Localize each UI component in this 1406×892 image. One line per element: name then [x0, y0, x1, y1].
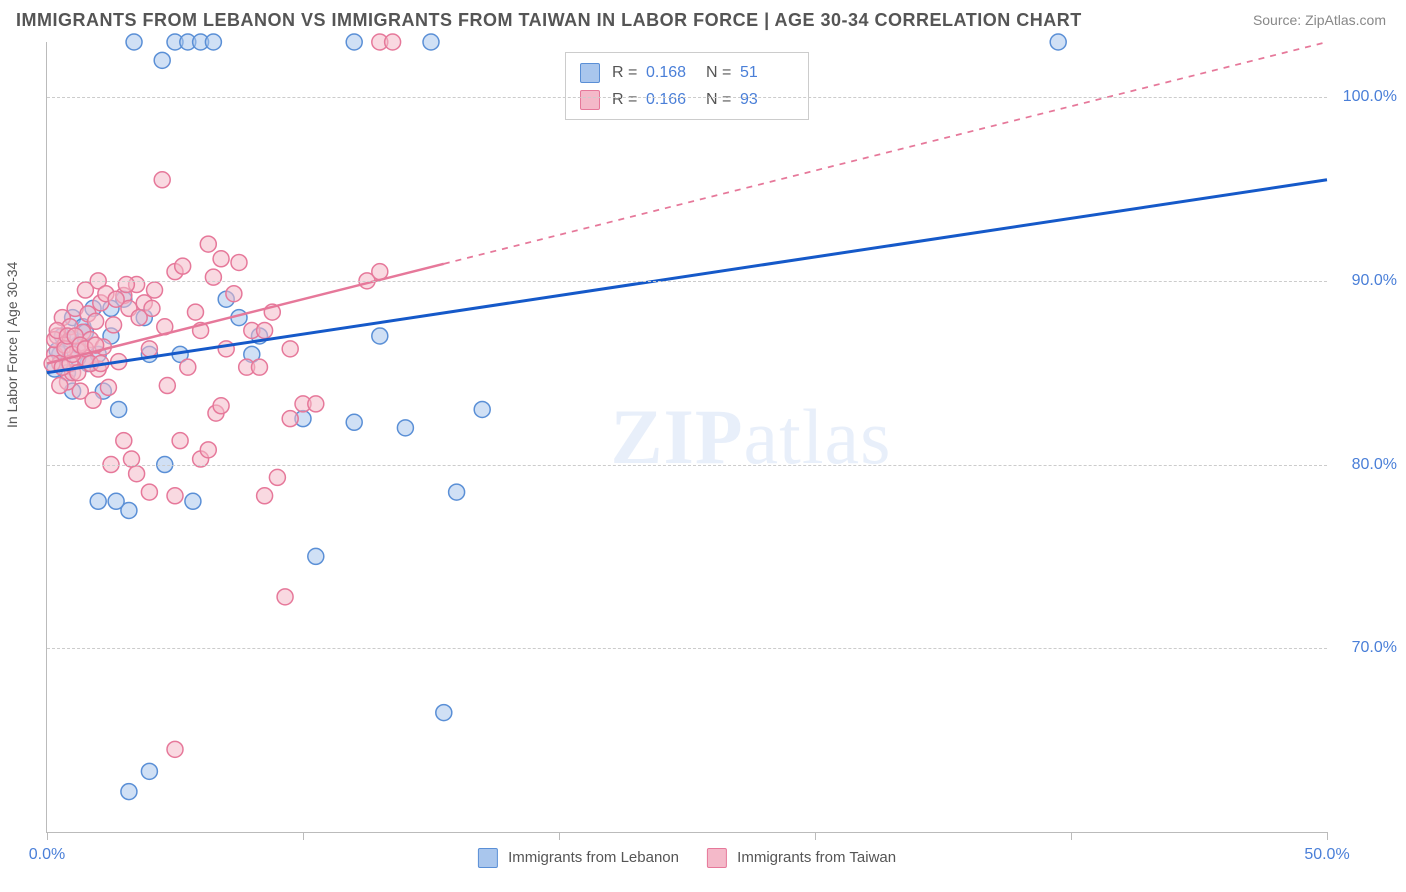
legend-item-taiwan: Immigrants from Taiwan: [707, 848, 896, 868]
n-value-taiwan: 93: [740, 86, 794, 113]
stats-box: R = 0.168 N = 51 R = 0.166 N = 93: [565, 52, 809, 120]
y-tick-label: 100.0%: [1343, 88, 1397, 106]
n-value-lebanon: 51: [740, 59, 794, 86]
chart-svg: [47, 42, 1327, 832]
r-label-1: R =: [612, 59, 640, 86]
legend-bottom: Immigrants from Lebanon Immigrants from …: [478, 848, 896, 868]
n-label-1: N =: [706, 59, 734, 86]
chart-title: IMMIGRANTS FROM LEBANON VS IMMIGRANTS FR…: [16, 10, 1082, 31]
swatch-taiwan-icon: [580, 90, 600, 110]
y-axis-label: In Labor Force | Age 30-34: [4, 262, 20, 428]
r-label-2: R =: [612, 86, 640, 113]
swatch-lebanon-icon: [580, 63, 600, 83]
y-tick-label: 90.0%: [1352, 272, 1397, 290]
x-tick-label: 0.0%: [29, 846, 65, 864]
swatch-taiwan-legend-icon: [707, 848, 727, 868]
swatch-lebanon-legend-icon: [478, 848, 498, 868]
x-tick-label: 50.0%: [1304, 846, 1349, 864]
r-value-lebanon: 0.168: [646, 59, 700, 86]
n-label-2: N =: [706, 86, 734, 113]
stats-row-lebanon: R = 0.168 N = 51: [580, 59, 794, 86]
legend-label-lebanon: Immigrants from Lebanon: [508, 849, 679, 866]
y-tick-label: 80.0%: [1352, 456, 1397, 474]
r-value-taiwan: 0.166: [646, 86, 700, 113]
stats-row-taiwan: R = 0.166 N = 93: [580, 86, 794, 113]
legend-item-lebanon: Immigrants from Lebanon: [478, 848, 679, 868]
y-tick-label: 70.0%: [1352, 639, 1397, 657]
source-label: Source:: [1253, 12, 1301, 28]
chart-container: IMMIGRANTS FROM LEBANON VS IMMIGRANTS FR…: [0, 0, 1406, 892]
source-name: ZipAtlas.com: [1305, 12, 1386, 28]
legend-label-taiwan: Immigrants from Taiwan: [737, 849, 896, 866]
plot-area: ZIPatlas R = 0.168 N = 51 R = 0.166 N = …: [46, 42, 1327, 833]
source-credit: Source: ZipAtlas.com: [1253, 12, 1386, 28]
